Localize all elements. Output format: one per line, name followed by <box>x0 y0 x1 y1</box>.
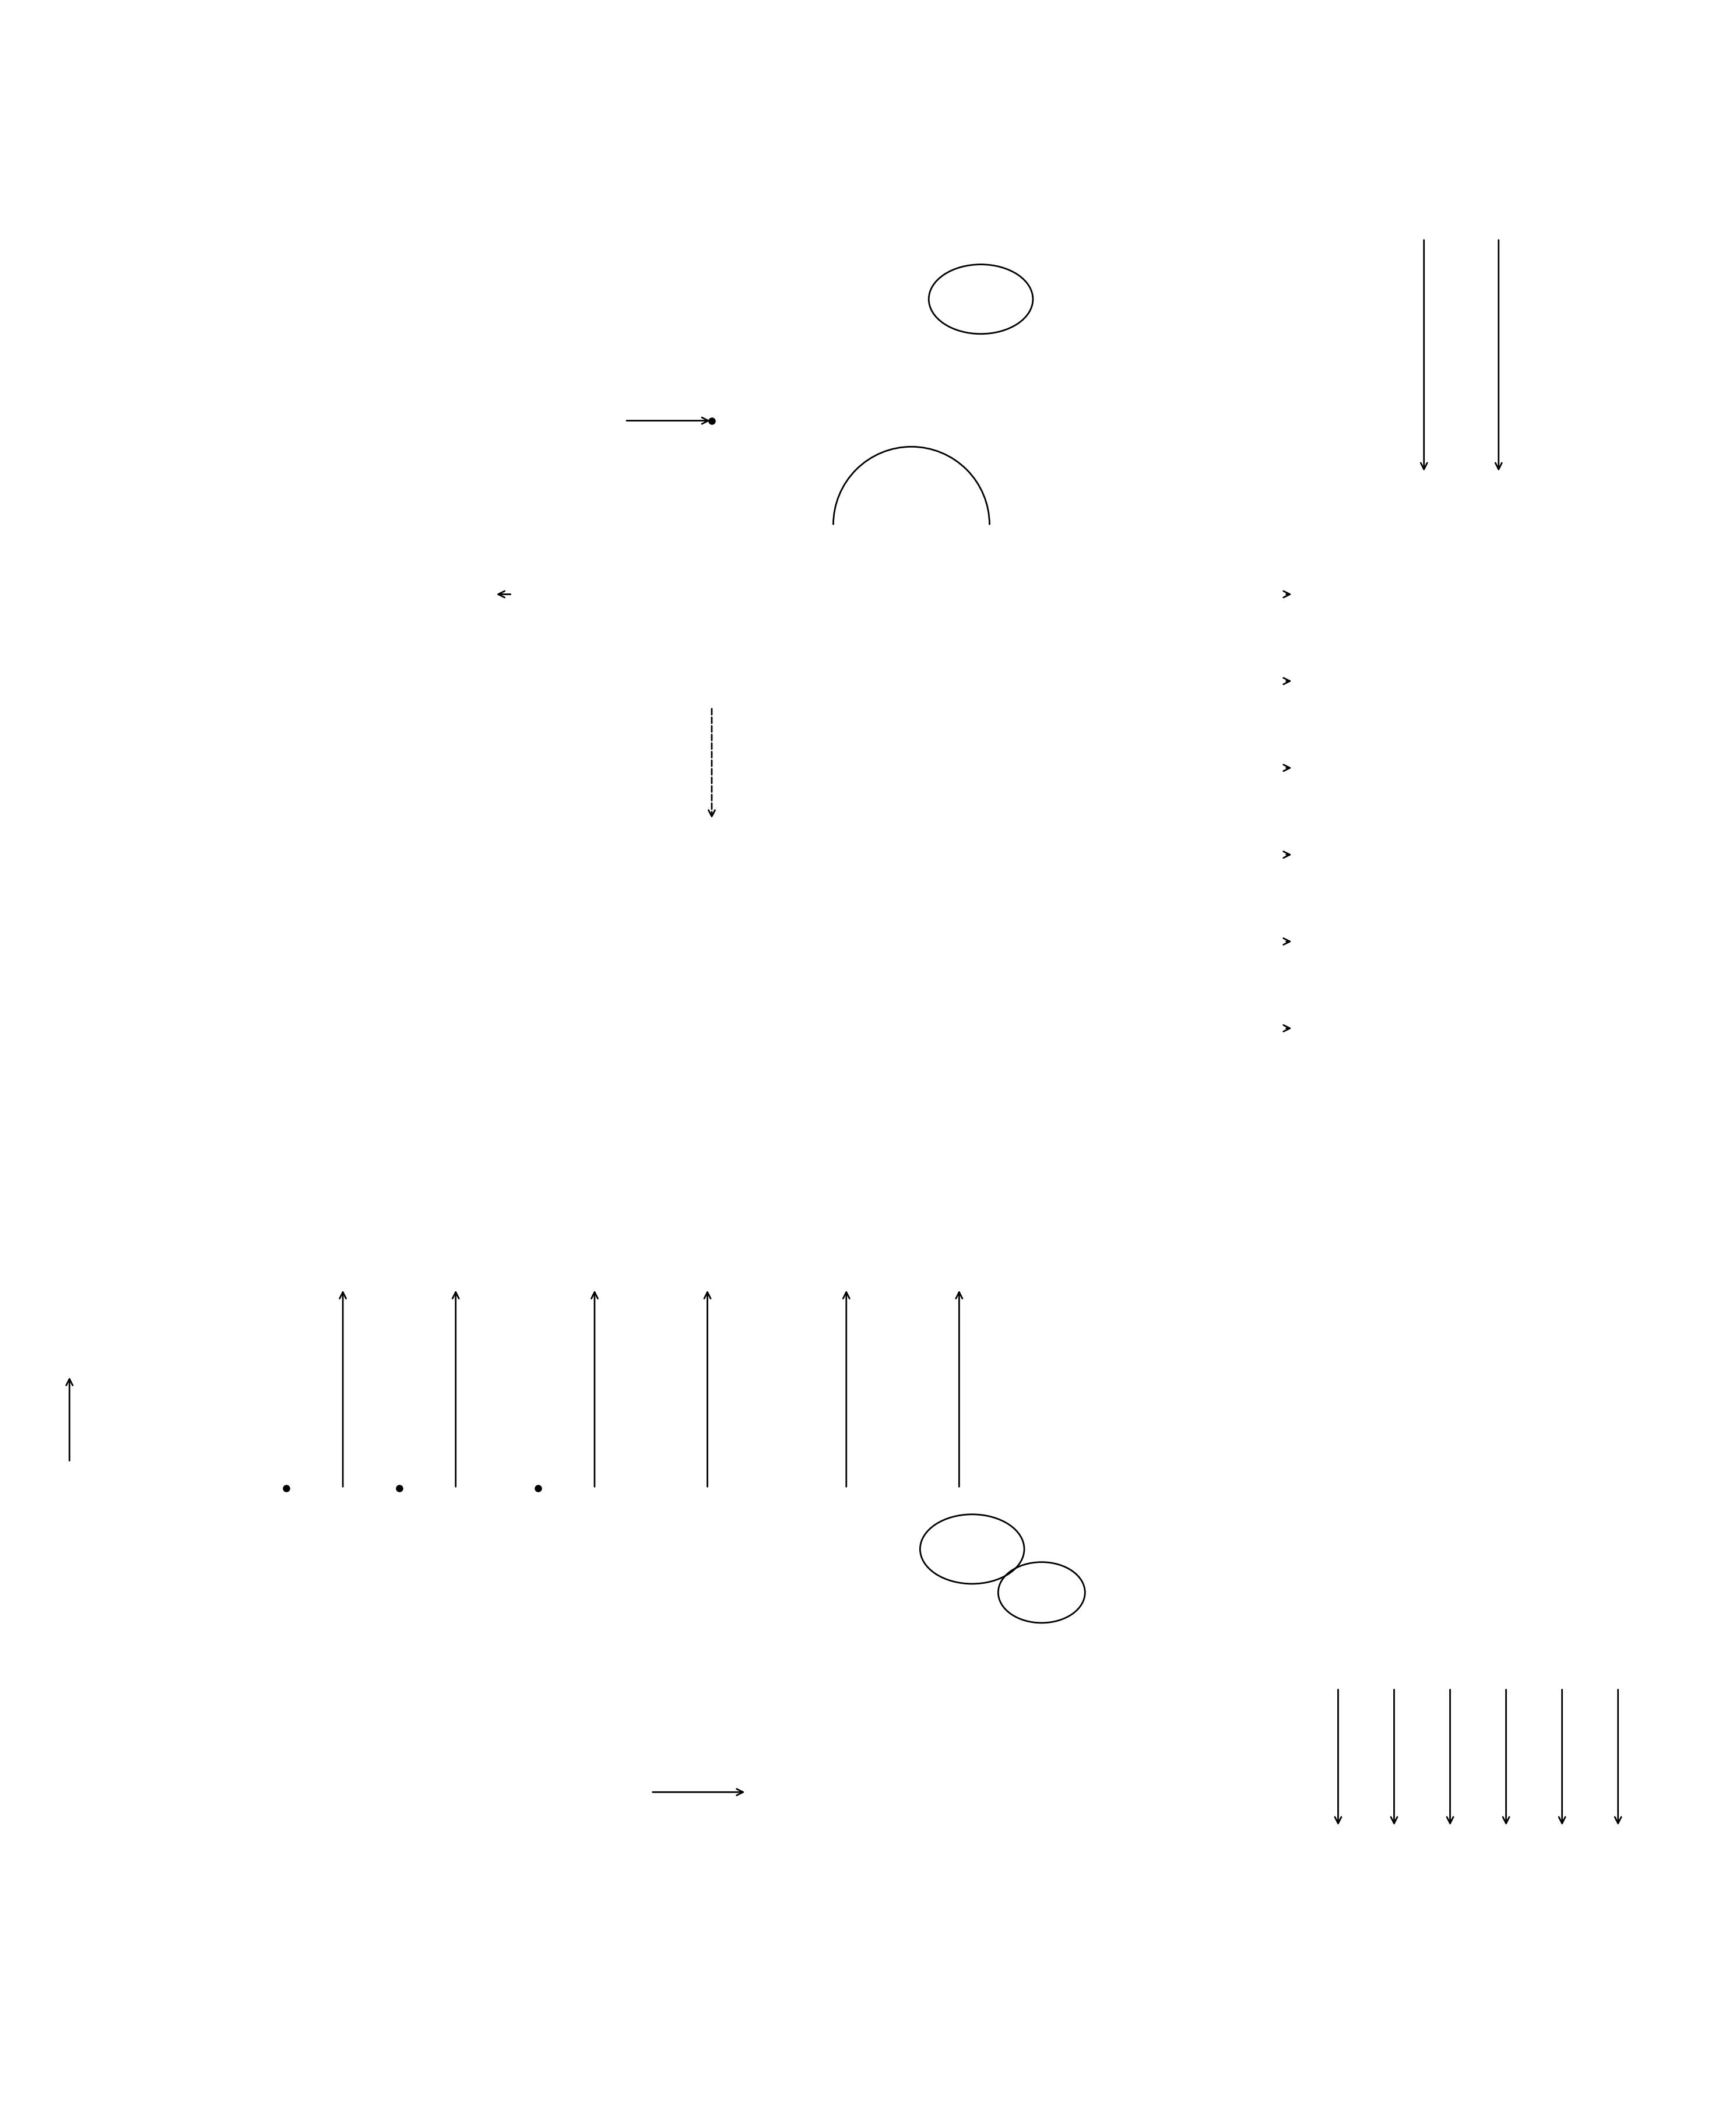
Text: 240a: 240a <box>512 1454 540 1465</box>
Text: 212: 212 <box>899 463 924 474</box>
Bar <box>538 804 764 1288</box>
Text: Rext: Rext <box>342 1731 370 1743</box>
Text: P CONTROL: P CONTROL <box>1500 1454 1509 1505</box>
Text: IMPEDANCE ADJUSTMENT LEVEL SIGNALb: IMPEDANCE ADJUSTMENT LEVEL SIGNALb <box>1623 1386 1632 1573</box>
Text: 240d: 240d <box>399 338 429 349</box>
Text: Rext: Rext <box>559 1731 587 1743</box>
Bar <box>260 480 347 568</box>
Text: 240b: 240b <box>634 423 663 436</box>
Text: 108: 108 <box>934 1792 958 1803</box>
Text: N CONTROL: N CONTROL <box>1377 1454 1385 1505</box>
Bar <box>790 804 1016 1288</box>
Text: 200: 200 <box>76 1622 97 1633</box>
Text: PROG. PULL UP
IMPEDANCE
MATCHING
ARRAY: PROG. PULL UP IMPEDANCE MATCHING ARRAY <box>359 1023 439 1069</box>
Text: 110: 110 <box>969 247 993 257</box>
Text: PULLDOWN TEST_SIG: PULLDOWN TEST_SIG <box>1349 646 1359 750</box>
Bar <box>496 400 569 442</box>
Text: FIG. 2: FIG. 2 <box>1588 253 1641 270</box>
Text: 260: 260 <box>94 814 115 825</box>
Text: Vdd: Vdd <box>179 1682 203 1694</box>
Text: Rext: Rext <box>507 372 535 383</box>
Text: 430: 430 <box>788 612 809 623</box>
Text: 218: 218 <box>1016 1550 1036 1560</box>
Text: 102: 102 <box>398 1454 418 1465</box>
Text: 112: 112 <box>76 719 97 729</box>
Text: CONTROLLER: CONTROLLER <box>1106 1040 1194 1052</box>
Text: COMPARATOR: COMPARATOR <box>585 589 665 600</box>
Text: PULLUP TEST_SIG: PULLUP TEST_SIG <box>1424 657 1434 740</box>
Bar <box>1016 680 1285 1410</box>
Text: 202: 202 <box>415 1854 436 1865</box>
Text: 100: 100 <box>75 1435 99 1448</box>
Bar <box>325 1771 387 1813</box>
Text: IMPEDANCE
MEASUREMENT
BUFFER: IMPEDANCE MEASUREMENT BUFFER <box>155 1001 193 1089</box>
Text: IMPEDANCE ADJUSTMENT LEVEL SIGNALa: IMPEDANCE ADJUSTMENT LEVEL SIGNALa <box>1561 1386 1569 1573</box>
Text: 114: 114 <box>233 510 253 521</box>
Text: PULLDOWN TEST_EN: PULLDOWN TEST_EN <box>1314 1433 1323 1526</box>
Text: 216: 216 <box>936 1505 957 1516</box>
Text: PULLUP TEST_EN: PULLUP TEST_EN <box>1437 1441 1446 1518</box>
Text: 220: 220 <box>1097 1522 1118 1535</box>
Text: PROG. PULL
DOWN
IMPEDANCE
MATCHING
ARRAY: PROG. PULL DOWN IMPEDANCE MATCHING ARRAY <box>871 1016 934 1076</box>
Bar <box>286 804 512 1288</box>
Bar <box>495 480 755 708</box>
Text: 209: 209 <box>441 559 462 570</box>
Bar <box>1293 472 1667 1688</box>
Text: 222: 222 <box>1132 1792 1153 1803</box>
Text: 214: 214 <box>1299 264 1323 276</box>
Text: CONFIGURABLE ON-
CHIP IMPEDANCE
ELEMENT: CONFIGURABLE ON- CHIP IMPEDANCE ELEMENT <box>599 1029 703 1063</box>
Bar <box>69 680 278 1410</box>
Text: Vdd: Vdd <box>326 310 351 323</box>
Bar <box>542 1771 604 1813</box>
